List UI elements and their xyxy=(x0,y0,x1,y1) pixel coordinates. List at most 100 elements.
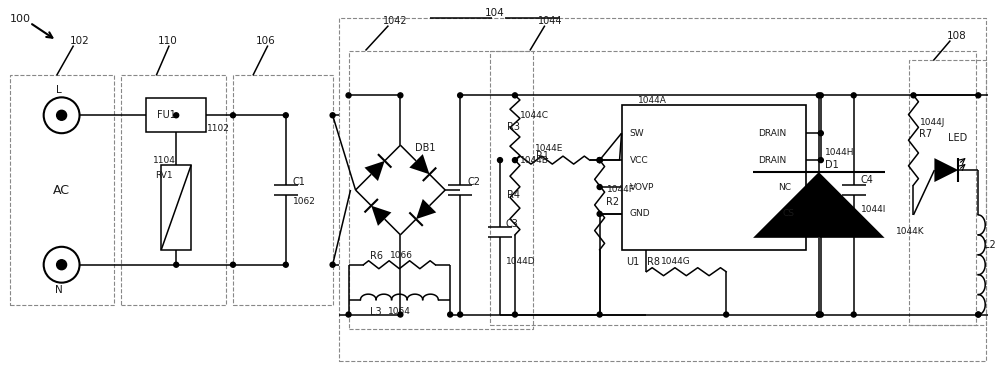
Text: N: N xyxy=(55,285,62,294)
Text: 1044K: 1044K xyxy=(896,227,924,236)
Bar xyxy=(233,75,333,305)
Text: NC: NC xyxy=(778,182,791,192)
Text: 1104: 1104 xyxy=(153,155,176,165)
Bar xyxy=(339,17,986,361)
Text: DRAIN: DRAIN xyxy=(758,155,786,165)
Text: VOVP: VOVP xyxy=(630,182,654,192)
Circle shape xyxy=(57,260,67,270)
Circle shape xyxy=(597,185,602,190)
Circle shape xyxy=(816,93,821,98)
Circle shape xyxy=(597,158,602,163)
Text: 1044D: 1044D xyxy=(506,257,536,266)
Circle shape xyxy=(851,312,856,317)
Text: C4: C4 xyxy=(861,175,874,185)
Polygon shape xyxy=(364,161,385,181)
Circle shape xyxy=(724,312,729,317)
Bar xyxy=(909,60,986,325)
Text: SW: SW xyxy=(630,129,644,138)
Circle shape xyxy=(283,113,288,118)
Text: R4: R4 xyxy=(507,190,520,200)
Text: CS: CS xyxy=(783,209,795,218)
Circle shape xyxy=(498,158,502,163)
Text: AC: AC xyxy=(53,184,70,196)
Text: 1064: 1064 xyxy=(388,307,411,316)
Bar xyxy=(490,51,976,325)
Text: L2: L2 xyxy=(984,240,996,250)
Text: 106: 106 xyxy=(256,36,276,46)
Text: 1062: 1062 xyxy=(293,198,316,206)
Text: 1102: 1102 xyxy=(207,124,230,133)
Circle shape xyxy=(458,93,463,98)
Text: R7: R7 xyxy=(919,129,933,139)
Circle shape xyxy=(346,312,351,317)
Bar xyxy=(146,98,206,132)
Circle shape xyxy=(818,312,823,317)
Circle shape xyxy=(818,93,823,98)
Circle shape xyxy=(398,93,403,98)
Polygon shape xyxy=(371,206,391,226)
Text: DRAIN: DRAIN xyxy=(758,129,786,138)
Text: RV1: RV1 xyxy=(155,171,173,180)
Circle shape xyxy=(512,93,517,98)
Text: R8: R8 xyxy=(647,257,660,267)
Circle shape xyxy=(816,312,821,317)
Text: R1: R1 xyxy=(536,151,549,161)
Circle shape xyxy=(346,93,351,98)
Text: L: L xyxy=(56,86,61,95)
Circle shape xyxy=(398,312,403,317)
Text: R6: R6 xyxy=(370,251,383,261)
Text: 1044F: 1044F xyxy=(607,185,634,195)
Text: 1044H: 1044H xyxy=(825,148,854,157)
Text: 1042: 1042 xyxy=(383,16,408,25)
Text: 1044J: 1044J xyxy=(919,118,945,127)
Text: 104: 104 xyxy=(485,8,505,17)
Text: 1044C: 1044C xyxy=(520,111,549,120)
Text: D1: D1 xyxy=(825,160,839,170)
Circle shape xyxy=(597,211,602,216)
Text: 1044G: 1044G xyxy=(661,257,691,266)
Circle shape xyxy=(330,262,335,267)
Text: LED: LED xyxy=(948,133,968,143)
Text: 110: 110 xyxy=(158,36,178,46)
Circle shape xyxy=(512,158,517,163)
Circle shape xyxy=(174,113,179,118)
Text: 108: 108 xyxy=(946,30,966,41)
Text: 102: 102 xyxy=(70,36,89,46)
Text: 100: 100 xyxy=(10,14,31,24)
Text: 1044A: 1044A xyxy=(637,96,666,105)
Circle shape xyxy=(816,312,821,317)
Circle shape xyxy=(597,312,602,317)
Text: R3: R3 xyxy=(507,122,520,132)
Polygon shape xyxy=(409,154,430,174)
Text: L3: L3 xyxy=(370,307,382,317)
Circle shape xyxy=(597,158,602,163)
Circle shape xyxy=(976,93,981,98)
Polygon shape xyxy=(416,199,436,219)
Text: C1: C1 xyxy=(293,177,306,187)
Text: 1044E: 1044E xyxy=(535,144,563,153)
Circle shape xyxy=(597,158,602,163)
Circle shape xyxy=(911,93,916,98)
Text: C3: C3 xyxy=(506,219,519,229)
Text: VCC: VCC xyxy=(630,155,648,165)
Text: U1: U1 xyxy=(627,257,640,267)
Text: C2: C2 xyxy=(467,177,480,187)
Circle shape xyxy=(818,131,823,136)
Circle shape xyxy=(230,113,235,118)
Circle shape xyxy=(330,113,335,118)
Bar xyxy=(121,75,226,305)
Circle shape xyxy=(174,262,179,267)
Bar xyxy=(622,105,806,250)
Text: 1044I: 1044I xyxy=(861,206,886,214)
Circle shape xyxy=(230,262,235,267)
Circle shape xyxy=(448,312,453,317)
Text: GND: GND xyxy=(630,209,650,218)
Text: 1066: 1066 xyxy=(390,251,413,260)
Text: 1044: 1044 xyxy=(538,16,562,25)
Circle shape xyxy=(976,312,981,317)
Text: R2: R2 xyxy=(606,197,619,207)
Circle shape xyxy=(512,312,517,317)
Circle shape xyxy=(818,158,823,163)
Polygon shape xyxy=(934,158,958,182)
Bar xyxy=(161,165,191,250)
